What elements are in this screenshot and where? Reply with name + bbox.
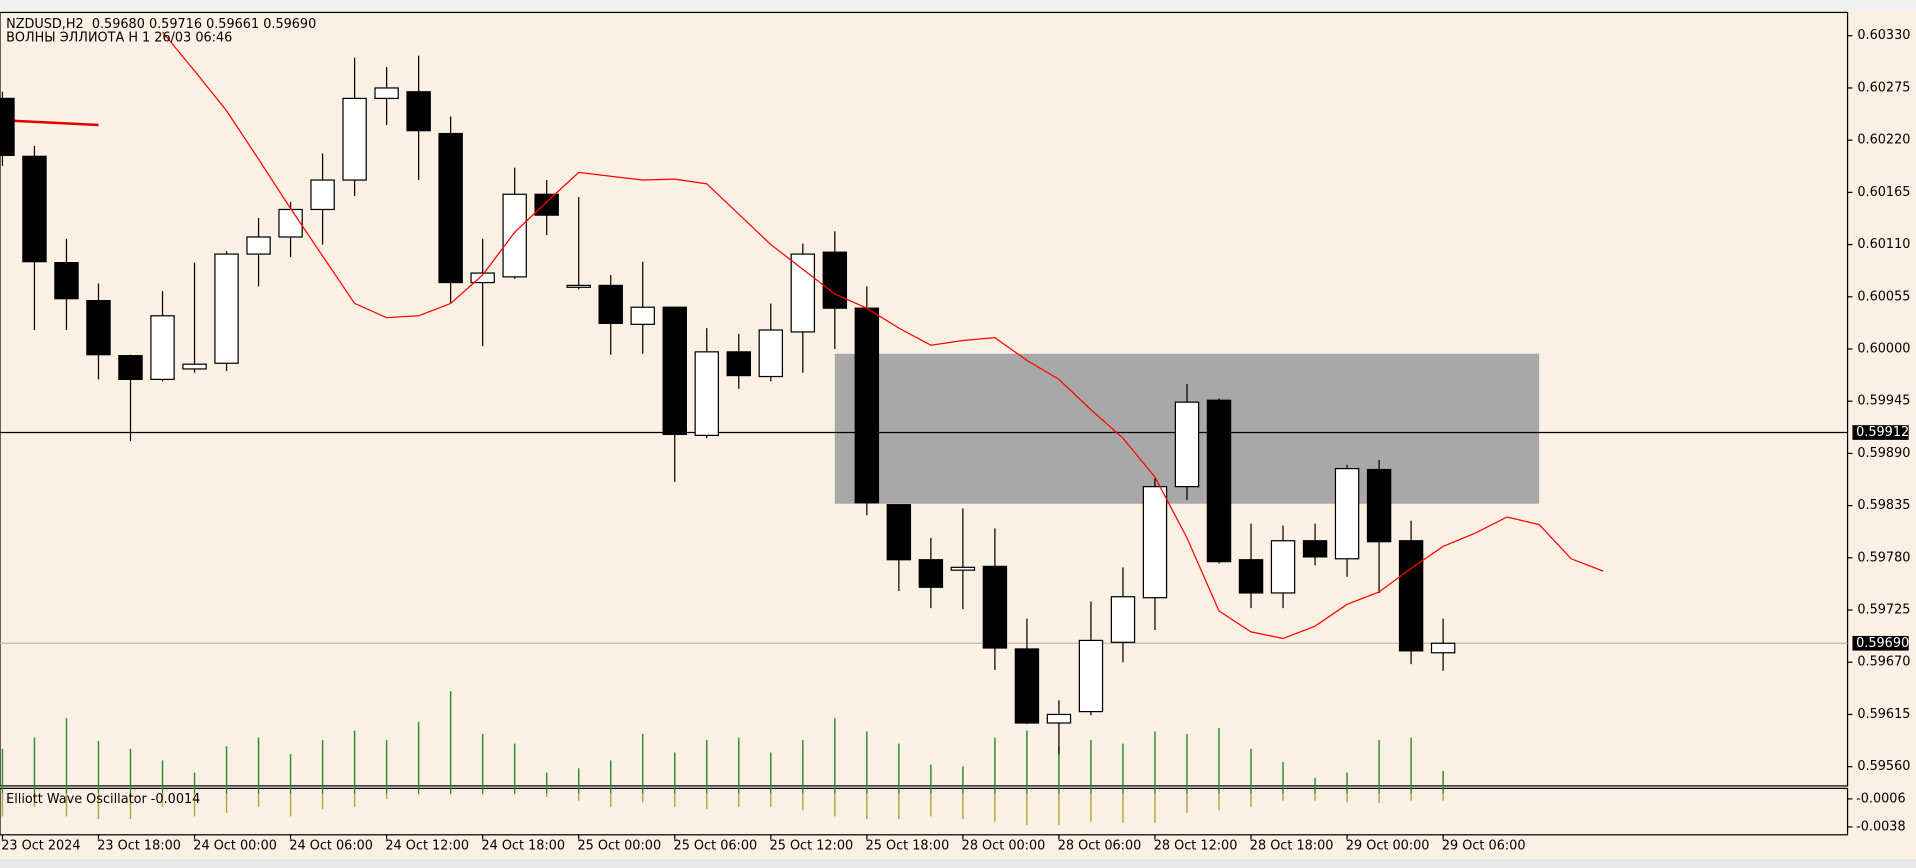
oscillator-name: Elliott Wave Oscillator -0.0014 <box>6 792 200 807</box>
candle-body <box>1238 559 1264 594</box>
y2-tick-label: -0.0038 <box>1856 819 1906 834</box>
candle-body <box>22 155 47 263</box>
y-tick-label: 0.60055 <box>1857 289 1910 304</box>
x-tick-label: 29 Oct 00:00 <box>1346 838 1430 853</box>
y-tick-label: 0.59780 <box>1857 550 1910 565</box>
candle-body <box>86 299 111 356</box>
oscillator-frame <box>0 787 1849 836</box>
y-tick-label: 0.60275 <box>1857 80 1910 95</box>
candle-body <box>214 253 239 364</box>
x-tick-label: 24 Oct 00:00 <box>193 838 277 853</box>
candle-body <box>342 97 367 181</box>
candle-body <box>1270 540 1296 594</box>
candle-body <box>246 236 271 255</box>
candle-body <box>438 132 463 284</box>
candle-body <box>374 87 399 100</box>
candle-body <box>982 565 1008 649</box>
marks <box>0 31 1848 826</box>
x-tick-label: 24 Oct 06:00 <box>289 838 373 853</box>
y-tick-label: 0.60000 <box>1857 342 1910 357</box>
candle-body <box>1142 486 1168 599</box>
x-tick-label: 25 Oct 18:00 <box>866 838 950 853</box>
x-tick-label: 28 Oct 06:00 <box>1058 838 1142 853</box>
candle-body <box>534 193 559 216</box>
x-tick-label: 25 Oct 00:00 <box>577 838 661 853</box>
candle-body <box>598 284 623 324</box>
y-tick-label: 0.59725 <box>1857 603 1910 618</box>
chart-title: NZDUSD,H2 0.59680 0.59716 0.59661 0.5969… <box>6 17 316 32</box>
x-tick-label: 28 Oct 18:00 <box>1250 838 1334 853</box>
candle-body <box>1430 642 1456 654</box>
candle-body <box>886 504 912 561</box>
candle-body <box>790 253 816 333</box>
y-tick-label: 0.59560 <box>1857 759 1910 774</box>
candle-body <box>150 315 175 380</box>
candle-body <box>918 559 944 588</box>
candle-body <box>1014 648 1040 724</box>
x-tick-label: 29 Oct 06:00 <box>1442 838 1526 853</box>
y-tick-label: 0.60165 <box>1857 185 1910 200</box>
x-tick-label: 24 Oct 18:00 <box>481 838 565 853</box>
trend-line <box>2 119 99 127</box>
toolbar <box>0 0 1916 12</box>
x-tick-label: 23 Oct 2024 <box>1 838 80 853</box>
y-tick-label: 0.60220 <box>1857 133 1910 148</box>
status-bar <box>0 859 1916 868</box>
candle-body <box>950 566 976 571</box>
candle-body <box>566 284 591 288</box>
x-tick-label: 25 Oct 06:00 <box>674 838 758 853</box>
y2-tick-label: -0.0006 <box>1856 791 1906 806</box>
y-tick-label: 0.59615 <box>1857 707 1910 722</box>
y-tick-label: 0.60110 <box>1857 237 1910 252</box>
candle-body <box>1206 399 1232 563</box>
candle-body <box>630 306 655 325</box>
candle-body <box>502 193 527 278</box>
y-tick-label: 0.60330 <box>1857 28 1910 43</box>
x-tick-label: 28 Oct 00:00 <box>962 838 1046 853</box>
candle-body <box>758 329 784 378</box>
y-tick-label: 0.59670 <box>1857 655 1910 670</box>
candle-body <box>1334 467 1360 560</box>
candle-body <box>694 351 719 436</box>
candle-body <box>1046 713 1072 724</box>
candle-body <box>1078 639 1104 713</box>
main-frame <box>0 11 1849 787</box>
x-tick-label: 28 Oct 12:00 <box>1154 838 1238 853</box>
candle-body <box>1366 468 1392 543</box>
candle-body <box>54 262 79 300</box>
candle-body <box>726 351 752 377</box>
candle-body <box>662 306 687 436</box>
price-label-box <box>1852 635 1909 651</box>
candle-body <box>0 97 15 156</box>
price-label-box <box>1852 425 1909 440</box>
candle-body <box>1398 540 1424 652</box>
candle-body <box>278 208 303 238</box>
candle-body <box>470 272 495 284</box>
chart-subtitle: ВОЛНЫ ЭЛЛИОТА H 1 26/03 06:46 <box>6 31 232 46</box>
y-tick-label: 0.59890 <box>1857 446 1910 461</box>
candle-body <box>1110 596 1136 643</box>
y-tick-label: 0.59835 <box>1857 498 1910 513</box>
candle-body <box>854 307 880 504</box>
y-tick-label: 0.59945 <box>1857 394 1910 409</box>
price-label: 0.59690 <box>1856 636 1909 651</box>
candle-body <box>310 179 335 211</box>
candle-body <box>182 363 207 370</box>
candle-body <box>406 91 431 132</box>
moving-average <box>162 31 1604 640</box>
price-label: 0.59912 <box>1856 425 1909 440</box>
x-tick-label: 25 Oct 12:00 <box>770 838 854 853</box>
candle-body <box>1302 540 1328 558</box>
x-tick-label: 24 Oct 12:00 <box>385 838 469 853</box>
candle-body <box>1174 401 1200 488</box>
x-tick-label: 23 Oct 18:00 <box>97 838 181 853</box>
candle-body <box>118 355 143 380</box>
candle-body <box>822 251 848 309</box>
